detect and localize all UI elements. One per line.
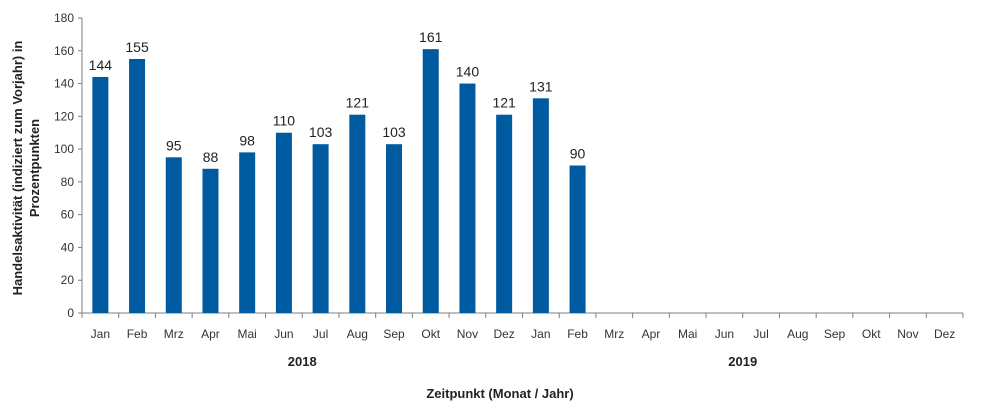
data-label: 155: [125, 39, 149, 55]
x-tick-label: Aug: [787, 327, 808, 341]
bar: [275, 132, 292, 313]
x-tick-label: Okt: [421, 327, 440, 341]
y-tick-label: 20: [61, 273, 75, 287]
bar: [532, 98, 549, 313]
data-label: 110: [273, 113, 296, 129]
bar: [92, 77, 109, 313]
y-axis-title-line1: Handelsaktivität (indiziert zum Vorjahr)…: [10, 41, 25, 296]
x-tick-label: Jul: [313, 327, 328, 341]
data-label: 103: [382, 124, 406, 140]
bar: [202, 168, 219, 313]
y-tick-label: 140: [54, 77, 74, 91]
y-axis-title-line2: Prozentpunkten: [27, 119, 42, 217]
x-tick-label: Dez: [493, 327, 514, 341]
bar: [569, 165, 586, 313]
bar: [312, 144, 329, 313]
year-label: 2019: [728, 354, 757, 369]
data-label: 161: [419, 29, 443, 45]
data-label: 131: [529, 78, 553, 94]
x-tick-label: Jun: [274, 327, 293, 341]
data-label: 90: [570, 146, 586, 162]
data-label: 121: [492, 95, 516, 111]
x-tick-label: Aug: [347, 327, 368, 341]
x-tick-label: Mai: [678, 327, 697, 341]
x-tick-label: Mrz: [604, 327, 624, 341]
y-tick-label: 0: [67, 306, 74, 320]
y-axis-title: Handelsaktivität (indiziert zum Vorjahr)…: [10, 41, 42, 296]
data-label: 140: [456, 64, 480, 80]
bar: [496, 114, 513, 313]
data-label: 98: [239, 132, 255, 148]
x-tick-label: Dez: [934, 327, 955, 341]
year-label: 2018: [288, 354, 317, 369]
x-tick-label: Nov: [897, 327, 918, 341]
bar: [386, 144, 403, 313]
y-tick-label: 60: [61, 208, 75, 222]
x-tick-label: Jan: [91, 327, 110, 341]
x-tick-label: Jul: [753, 327, 768, 341]
y-tick-label: 120: [54, 109, 74, 123]
x-tick-label: Sep: [824, 327, 846, 341]
x-tick-label: Feb: [127, 327, 148, 341]
data-label: 95: [166, 137, 182, 153]
y-tick-label: 100: [54, 142, 74, 156]
bar: [459, 83, 476, 313]
data-label: 88: [203, 149, 219, 165]
x-tick-label: Okt: [862, 327, 881, 341]
bar: [165, 157, 182, 313]
y-tick-label: 180: [54, 11, 74, 25]
x-tick-label: Apr: [201, 327, 220, 341]
data-label: 103: [309, 124, 333, 140]
y-tick-label: 160: [54, 44, 74, 58]
x-tick-label: Jun: [715, 327, 734, 341]
x-tick-label: Sep: [383, 327, 405, 341]
bar: [422, 49, 439, 314]
y-tick-label: 80: [61, 175, 75, 189]
x-tick-label: Feb: [567, 327, 588, 341]
x-axis-title: Zeitpunkt (Monat / Jahr): [426, 386, 573, 401]
x-tick-label: Apr: [642, 327, 661, 341]
data-label: 121: [346, 95, 370, 111]
bar: [349, 114, 366, 313]
x-tick-label: Mai: [238, 327, 257, 341]
bar: [129, 58, 146, 313]
data-label: 144: [89, 57, 113, 73]
y-tick-label: 40: [61, 240, 75, 254]
x-tick-label: Mrz: [164, 327, 184, 341]
bar: [239, 152, 256, 313]
x-tick-label: Jan: [531, 327, 550, 341]
x-tick-label: Nov: [457, 327, 478, 341]
